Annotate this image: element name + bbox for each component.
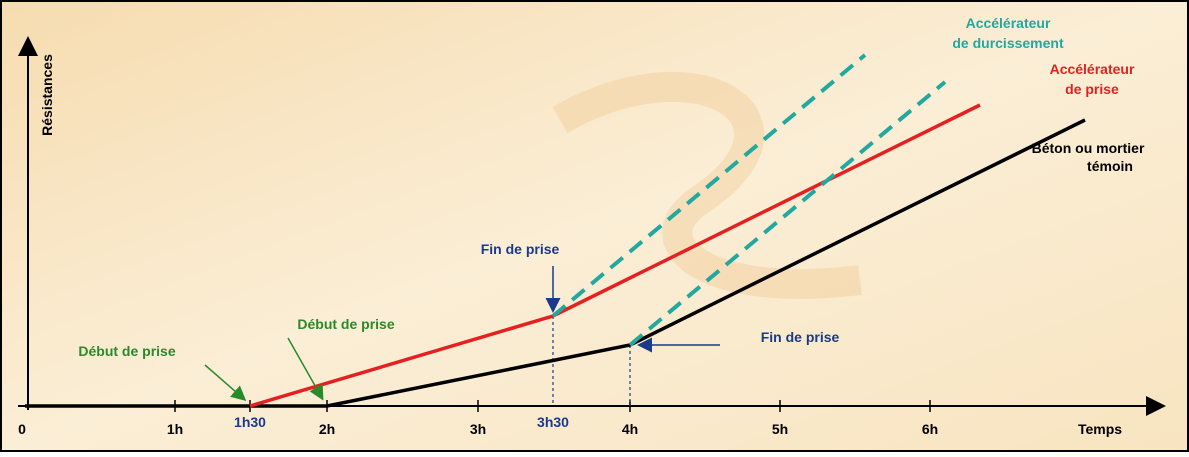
- curve-label: de durcissement: [952, 35, 1064, 51]
- frame: [1, 1, 1188, 451]
- curve-label: Accélérateur: [966, 15, 1051, 31]
- x-tick-label: 3h30: [537, 414, 569, 430]
- x-label: Temps: [1078, 421, 1122, 437]
- x-tick-label: 1h: [167, 421, 183, 437]
- x-tick-label: 2h: [319, 421, 335, 437]
- x-tick-label: 5h: [772, 421, 788, 437]
- annotation: Début de prise: [78, 343, 175, 359]
- annotation: Fin de prise: [761, 329, 840, 345]
- diagram: Résistances Temps 0 1h 1h30 2h 3h 3h30 4…: [0, 0, 1189, 452]
- annotation: Début de prise: [297, 316, 394, 332]
- curve-label: Béton ou mortier: [1032, 140, 1145, 156]
- x-tick-label: 3h: [470, 421, 486, 437]
- x-tick-label: 0: [18, 421, 26, 437]
- y-label: Résistances: [39, 54, 55, 136]
- x-tick-label: 4h: [622, 421, 638, 437]
- annotation: Fin de prise: [481, 241, 560, 257]
- x-tick-label: 6h: [922, 421, 938, 437]
- curve-label: de prise: [1065, 81, 1119, 97]
- curve-label: témoin: [1087, 158, 1133, 174]
- page: Résistances Temps 0 1h 1h30 2h 3h 3h30 4…: [0, 0, 1189, 457]
- curve-label: Accélérateur: [1050, 61, 1135, 77]
- x-tick-label: 1h30: [234, 414, 266, 430]
